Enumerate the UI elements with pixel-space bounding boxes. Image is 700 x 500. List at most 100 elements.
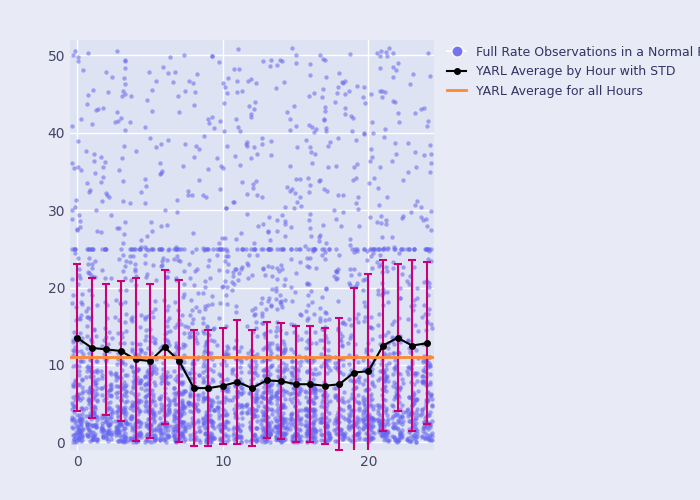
Point [104, 414, 116, 422]
Point [192, 400, 203, 408]
Point [316, 430, 327, 438]
Point [421, 358, 433, 366]
Point [377, 419, 388, 427]
Point [112, 328, 123, 336]
Point [111, 376, 122, 384]
Point [237, 404, 248, 411]
Point [117, 385, 128, 393]
Point [261, 413, 272, 421]
Point [117, 333, 128, 341]
Point [333, 368, 344, 376]
Point [358, 408, 369, 416]
Point [197, 244, 209, 252]
Point [75, 329, 86, 337]
Point [216, 234, 228, 242]
Point [323, 163, 334, 171]
Point [394, 370, 405, 378]
Point [212, 251, 223, 259]
Point [230, 265, 241, 273]
Point [344, 282, 356, 290]
Point [208, 406, 219, 414]
Point [375, 432, 386, 440]
Point [176, 311, 188, 319]
Point [349, 377, 360, 385]
Point [300, 418, 312, 426]
Point [111, 370, 122, 378]
Point [346, 390, 358, 398]
Point [418, 424, 429, 432]
Point [307, 396, 318, 404]
Point [364, 400, 375, 407]
Point [66, 122, 78, 130]
Point [349, 377, 360, 385]
Point [291, 438, 302, 446]
Point [288, 321, 300, 329]
Point [111, 373, 122, 381]
Point [328, 206, 339, 214]
Point [194, 176, 205, 184]
Point [120, 418, 132, 426]
Point [72, 280, 83, 288]
Point [393, 118, 405, 126]
Point [75, 358, 86, 366]
Point [321, 426, 332, 434]
Point [270, 392, 281, 400]
Point [426, 436, 437, 444]
Point [178, 432, 189, 440]
Point [262, 413, 273, 421]
Point [111, 388, 122, 396]
Point [392, 110, 403, 118]
Point [120, 412, 131, 420]
Point [389, 433, 400, 441]
Point [118, 435, 130, 443]
Point [75, 166, 86, 174]
Point [368, 245, 379, 253]
Point [246, 392, 257, 400]
Point [159, 296, 170, 304]
Point [202, 245, 214, 253]
Point [184, 376, 195, 384]
Point [272, 382, 284, 390]
Point [258, 394, 270, 402]
Point [367, 422, 378, 430]
Point [198, 388, 209, 396]
Point [285, 422, 296, 430]
Point [294, 352, 305, 360]
Point [76, 434, 88, 442]
Point [265, 430, 276, 438]
Point [321, 239, 332, 247]
Point [246, 364, 257, 372]
Point [217, 283, 228, 291]
Point [374, 424, 386, 432]
Point [120, 429, 131, 437]
Point [174, 407, 185, 415]
Point [170, 422, 181, 430]
Point [310, 385, 321, 393]
Point [168, 432, 179, 440]
Point [187, 328, 198, 336]
Point [95, 424, 106, 432]
Point [85, 383, 96, 391]
Point [309, 328, 321, 336]
Point [338, 431, 349, 439]
Point [140, 386, 151, 394]
Point [155, 436, 166, 444]
Point [251, 177, 262, 185]
Point [120, 416, 131, 424]
Point [139, 373, 150, 381]
Point [163, 396, 174, 404]
Point [304, 365, 316, 373]
Point [310, 415, 321, 423]
Point [120, 318, 131, 326]
Point [129, 433, 140, 441]
Point [277, 414, 288, 422]
Point [272, 318, 283, 326]
Point [365, 157, 376, 165]
Point [287, 358, 298, 366]
Point [190, 142, 202, 150]
Point [175, 432, 186, 440]
Point [135, 432, 146, 440]
Point [204, 432, 215, 440]
Point [364, 179, 375, 187]
Point [88, 434, 99, 442]
